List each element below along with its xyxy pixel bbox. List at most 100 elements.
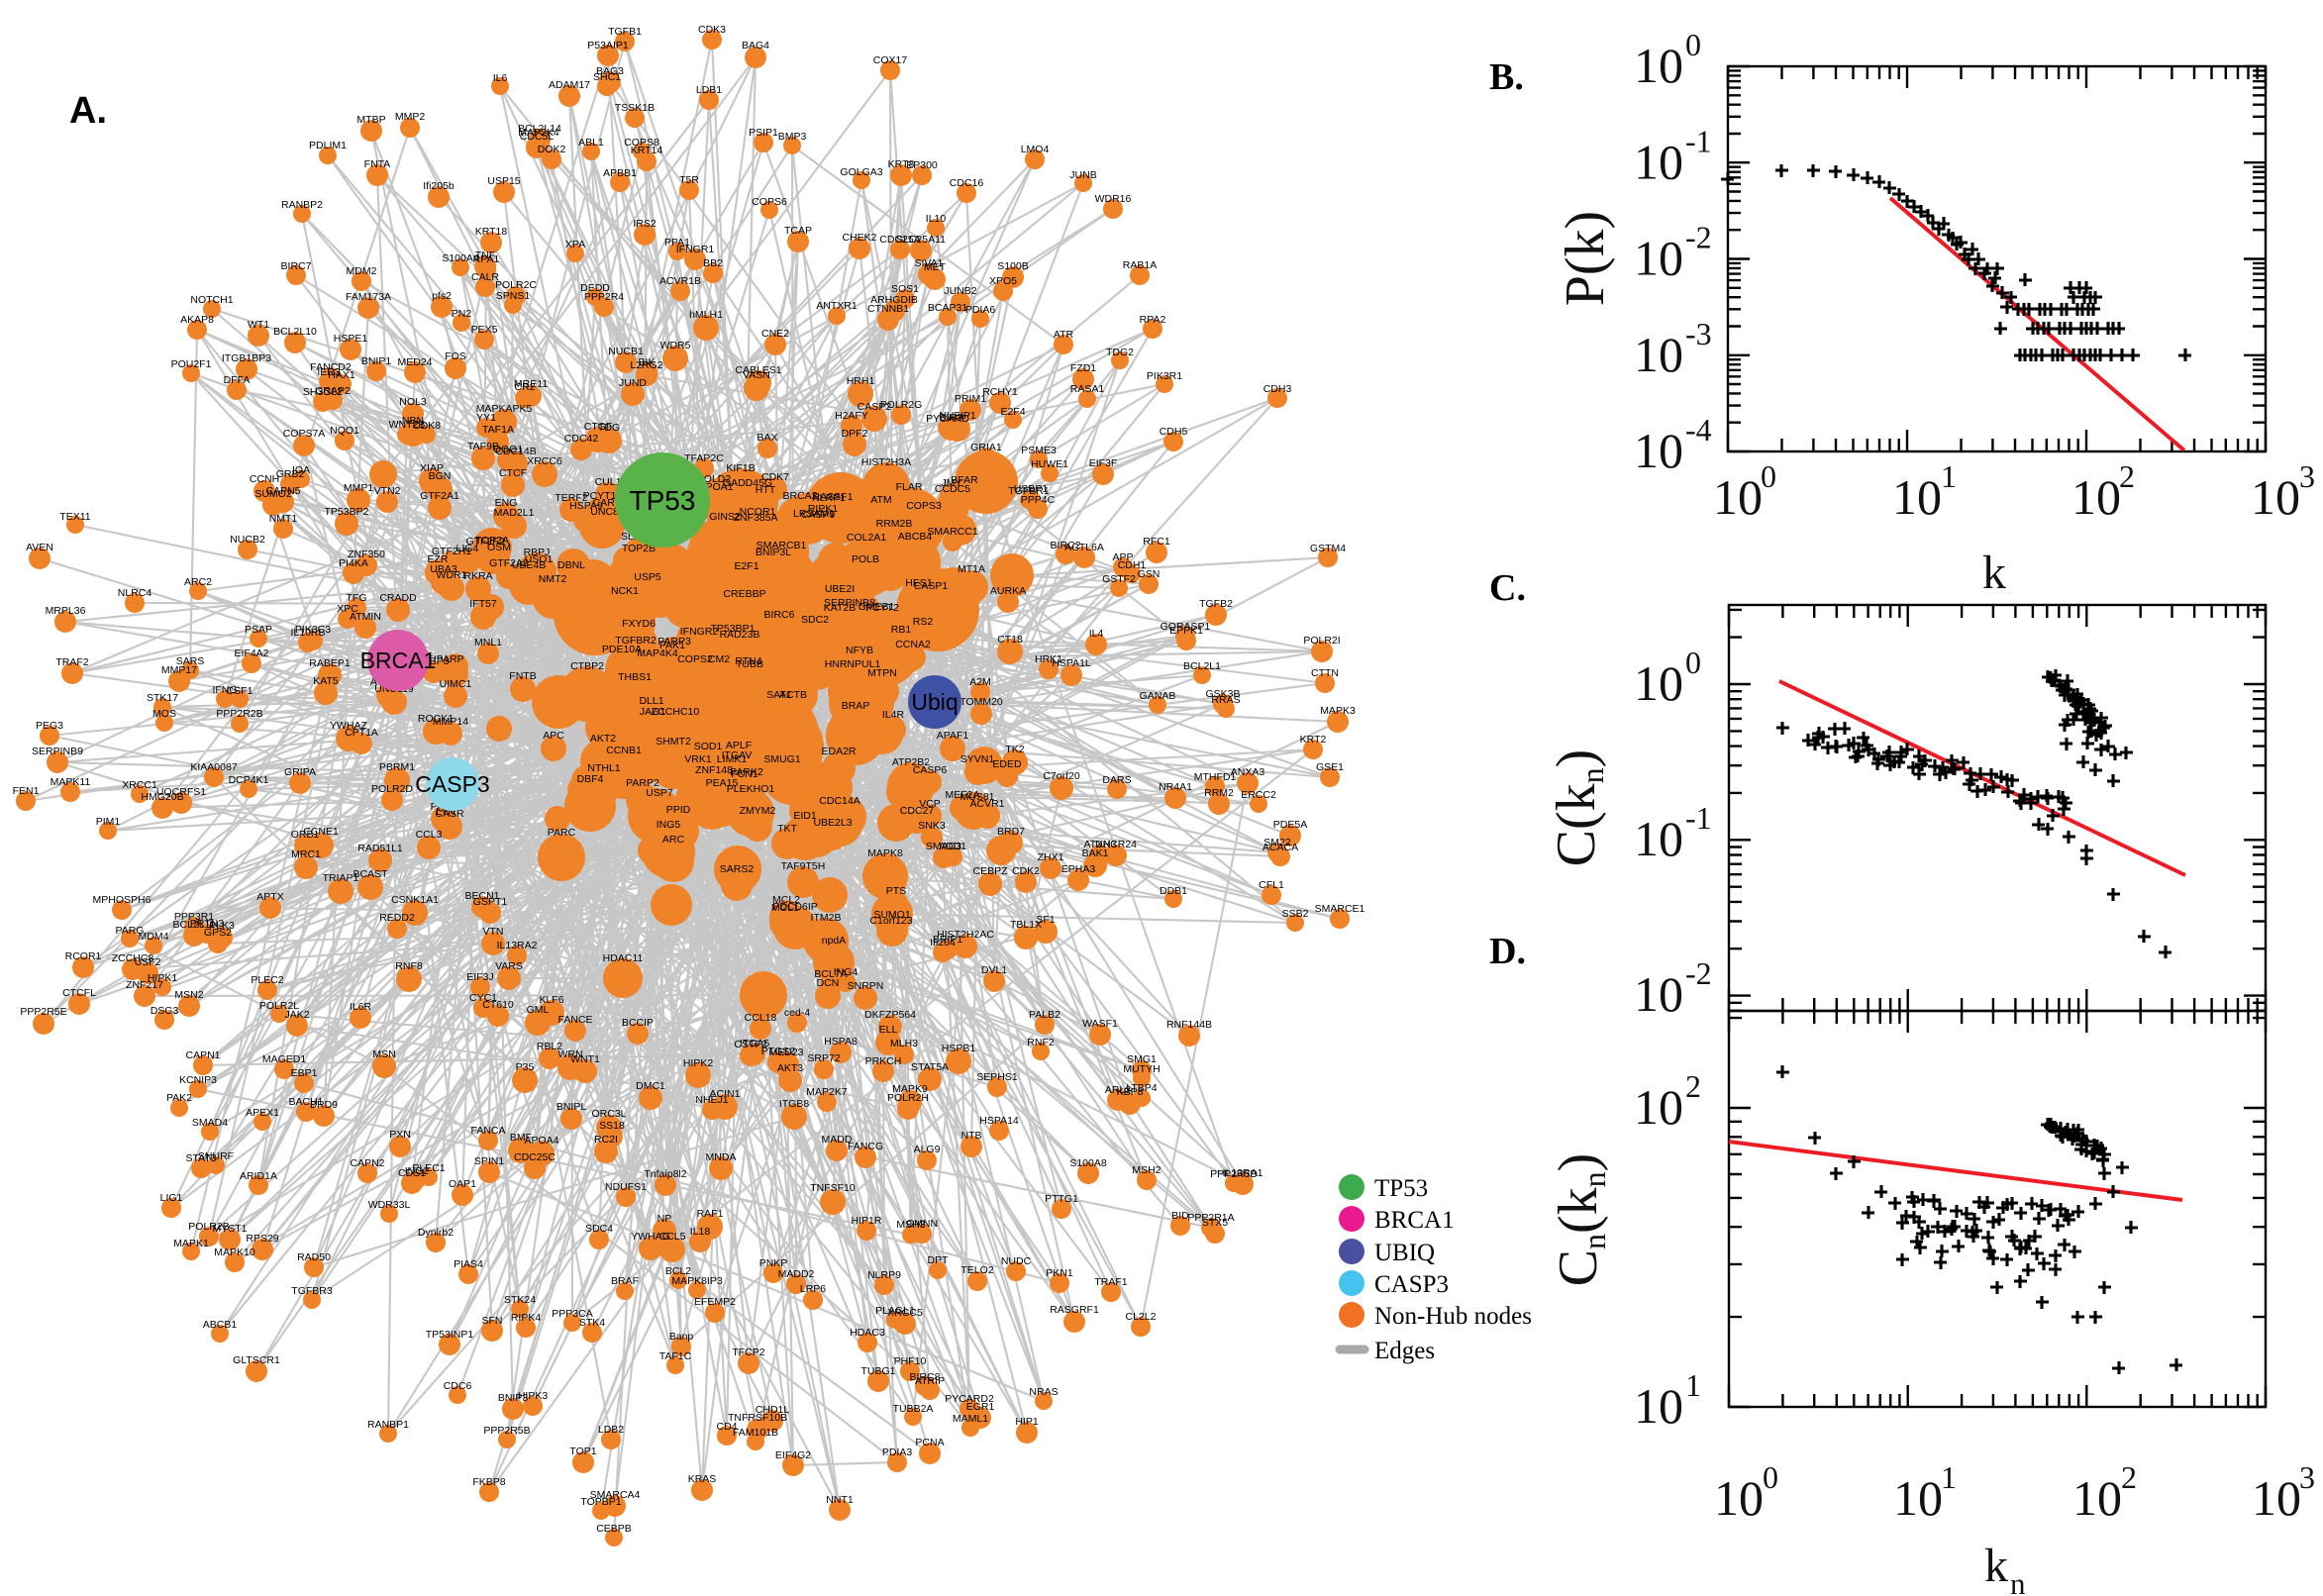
svg-text:ING5: ING5 — [656, 819, 681, 831]
svg-text:C(kn): C(kn) — [1546, 749, 1610, 867]
svg-text:PRTN3: PRTN3 — [190, 918, 224, 930]
svg-text:BIRC8: BIRC8 — [910, 1371, 941, 1383]
svg-text:CR2: CR2 — [514, 381, 535, 393]
svg-text:TCAP: TCAP — [784, 225, 812, 237]
svg-text:IL13RA1: IL13RA1 — [1223, 1167, 1263, 1179]
svg-text:EBP1: EBP1 — [291, 1067, 318, 1079]
svg-text:JMY: JMY — [942, 477, 962, 489]
svg-text:PRIM1: PRIM1 — [955, 393, 986, 405]
svg-text:CL2L2: CL2L2 — [1126, 1311, 1157, 1323]
svg-text:NLRC4: NLRC4 — [118, 587, 152, 599]
svg-text:MSN2: MSN2 — [174, 989, 203, 1001]
svg-text:0: 0 — [1763, 1459, 1778, 1495]
svg-text:PEX5: PEX5 — [471, 324, 498, 336]
svg-text:MPHOSPH6: MPHOSPH6 — [93, 894, 152, 906]
svg-text:PLEC1: PLEC1 — [412, 1162, 445, 1174]
svg-text:PDCD6IP: PDCD6IP — [772, 901, 818, 913]
svg-text:STX5: STX5 — [1202, 1217, 1228, 1229]
svg-text:2: 2 — [2119, 458, 2135, 494]
svg-text:GANAB: GANAB — [1140, 690, 1176, 702]
svg-text:UQCRFS1: UQCRFS1 — [156, 786, 206, 798]
svg-text:TGFBR1: TGFBR1 — [1008, 485, 1050, 497]
svg-text:GTF2H1: GTF2H1 — [432, 546, 471, 557]
svg-text:10: 10 — [1634, 327, 1683, 382]
svg-text:APAF1: APAF1 — [937, 730, 969, 742]
svg-text:VCP: VCP — [919, 798, 941, 810]
svg-text:ING2: ING2 — [405, 1165, 430, 1177]
svg-text:PN2: PN2 — [452, 308, 472, 320]
svg-text:TUBG1: TUBG1 — [860, 1365, 895, 1377]
svg-text:CCDC5: CCDC5 — [935, 483, 970, 495]
svg-text:ACIN1: ACIN1 — [710, 1088, 741, 1100]
svg-text:PCYT1A: PCYT1A — [583, 490, 624, 502]
svg-text:BIRC7: BIRC7 — [281, 260, 312, 272]
svg-text:CDK3: CDK3 — [698, 24, 726, 36]
svg-text:1: 1 — [1685, 1367, 1701, 1403]
svg-text:3: 3 — [2299, 458, 2315, 494]
svg-text:BRCA2: BRCA2 — [782, 490, 817, 502]
svg-text:TIPARP: TIPARP — [427, 653, 463, 665]
svg-text:IL18: IL18 — [690, 1226, 711, 1238]
svg-text:ABCB1: ABCB1 — [203, 1319, 238, 1331]
svg-text:SRP72: SRP72 — [807, 1052, 840, 1064]
svg-text:D.: D. — [1489, 931, 1526, 972]
svg-text:MTHFD1: MTHFD1 — [1194, 771, 1237, 783]
svg-text:LMO4: LMO4 — [1021, 144, 1050, 155]
svg-text:P(k): P(k) — [1555, 211, 1616, 306]
svg-text:MAD2L1: MAD2L1 — [494, 507, 535, 519]
svg-text:ING4: ING4 — [834, 966, 858, 978]
svg-text:OGG1: OGG1 — [493, 444, 524, 455]
svg-text:CCNA2: CCNA2 — [895, 639, 931, 650]
svg-text:ARID1A: ARID1A — [240, 1170, 277, 1182]
svg-text:TERF2: TERF2 — [555, 492, 587, 504]
svg-text:RANBP1: RANBP1 — [367, 1419, 409, 1431]
svg-text:PPP2R5E: PPP2R5E — [20, 1006, 66, 1018]
svg-text:ZNF350: ZNF350 — [348, 549, 385, 560]
svg-text:DLL1: DLL1 — [639, 695, 663, 707]
svg-text:GRIA1: GRIA1 — [970, 442, 1002, 453]
svg-text:HIST2H3A: HIST2H3A — [861, 456, 911, 468]
svg-text:HSPE1: HSPE1 — [334, 333, 368, 345]
svg-text:PPP3CA: PPP3CA — [552, 1308, 592, 1320]
svg-text:CTGF: CTGF — [584, 421, 613, 433]
svg-text:NR4A1: NR4A1 — [1159, 781, 1192, 793]
svg-text:WDR33L: WDR33L — [368, 1199, 411, 1211]
svg-text:GTF2F2: GTF2F2 — [465, 536, 504, 548]
svg-text:HRH1: HRH1 — [847, 375, 875, 387]
svg-text:COL2A1: COL2A1 — [847, 532, 886, 544]
svg-text:SERPINB8: SERPINB8 — [824, 597, 875, 609]
svg-text:ACACA: ACACA — [1262, 842, 1298, 853]
svg-text:EDA2R: EDA2R — [821, 746, 856, 757]
svg-text:APTX: APTX — [256, 891, 283, 903]
svg-text:FOS: FOS — [445, 350, 466, 362]
svg-text:EP300: EP300 — [906, 159, 938, 171]
svg-text:EGR1: EGR1 — [966, 1401, 995, 1413]
svg-text:CTCF: CTCF — [499, 467, 527, 479]
svg-text:CDK2: CDK2 — [1012, 865, 1040, 877]
svg-text:LRSAM1: LRSAM1 — [793, 508, 835, 520]
svg-text:GORASP1: GORASP1 — [1161, 621, 1211, 633]
svg-text:XPO5: XPO5 — [989, 275, 1017, 287]
svg-text:SS18: SS18 — [599, 1120, 625, 1132]
svg-text:TGFBR2: TGFBR2 — [615, 635, 656, 647]
svg-text:APEX1: APEX1 — [246, 1107, 279, 1119]
svg-text:ATP2B2: ATP2B2 — [892, 756, 930, 768]
svg-text:SLC25A11: SLC25A11 — [896, 234, 946, 246]
svg-text:-2: -2 — [1685, 220, 1712, 255]
svg-text:KIF1B: KIF1B — [726, 462, 755, 474]
svg-text:FANCA: FANCA — [470, 1125, 505, 1137]
svg-text:10: 10 — [2071, 469, 2121, 525]
svg-text:RASA1: RASA1 — [1070, 383, 1105, 395]
svg-text:SMARCB1: SMARCB1 — [757, 540, 807, 551]
svg-text:STK17: STK17 — [147, 692, 178, 704]
svg-text:USP7: USP7 — [646, 787, 673, 799]
svg-text:IL6: IL6 — [493, 72, 508, 84]
svg-text:GSTM4: GSTM4 — [1310, 543, 1346, 554]
svg-text:PARK2: PARK2 — [730, 766, 763, 778]
svg-text:XRCC5: XRCC5 — [887, 1307, 923, 1319]
svg-text:FEN1: FEN1 — [13, 785, 40, 797]
svg-text:PARP2: PARP2 — [626, 777, 659, 789]
svg-text:RANBP2: RANBP2 — [281, 199, 323, 211]
svg-text:TRAF2: TRAF2 — [55, 656, 88, 668]
svg-text:MED23: MED23 — [768, 1047, 803, 1058]
